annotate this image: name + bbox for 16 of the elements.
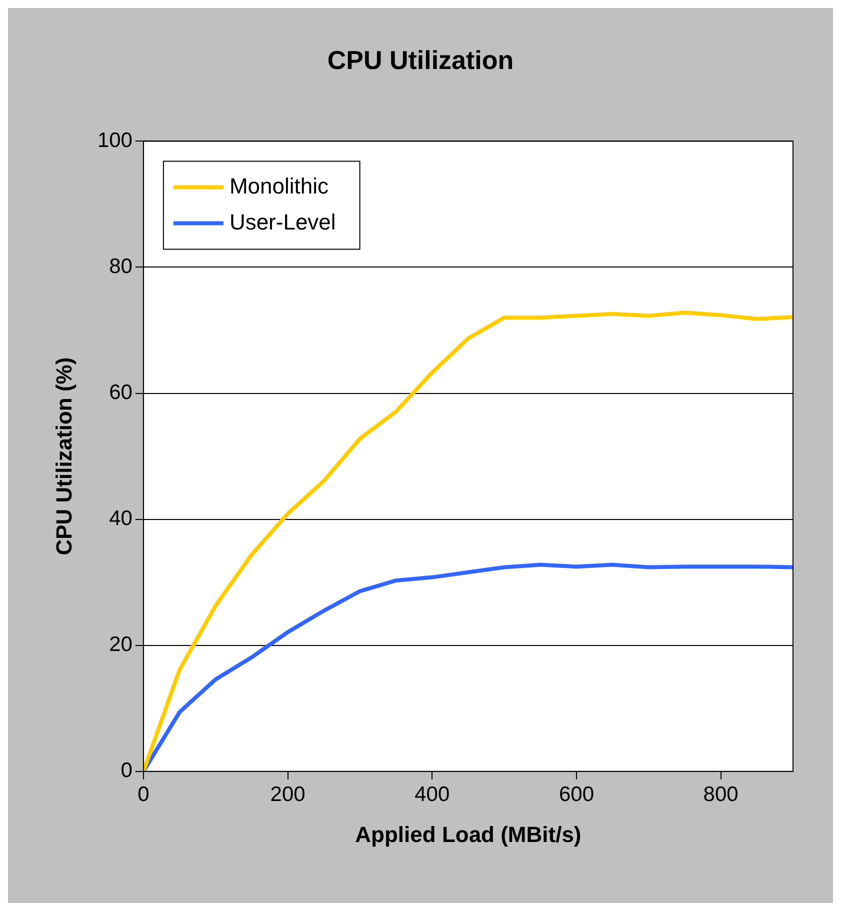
legend-label: User-Level [229,209,336,234]
chart-title: CPU Utilization [327,44,514,75]
x-tick-label: 400 [414,782,450,806]
x-tick-label: 600 [558,782,594,806]
y-tick-label: 60 [109,381,132,404]
legend-label: Monolithic [229,173,328,198]
y-tick-label: 100 [97,128,132,152]
y-tick-label: 20 [109,633,132,656]
x-tick-label: 800 [703,782,738,806]
y-tick-label: 0 [120,759,132,782]
x-tick-label: 0 [138,782,150,806]
y-tick-label: 80 [109,255,132,278]
y-tick-label: 40 [109,507,132,530]
x-tick-label: 200 [270,782,306,806]
x-axis-title: Applied Load (MBit/s) [355,822,582,847]
y-axis-title: CPU Utilization (%) [51,357,76,556]
